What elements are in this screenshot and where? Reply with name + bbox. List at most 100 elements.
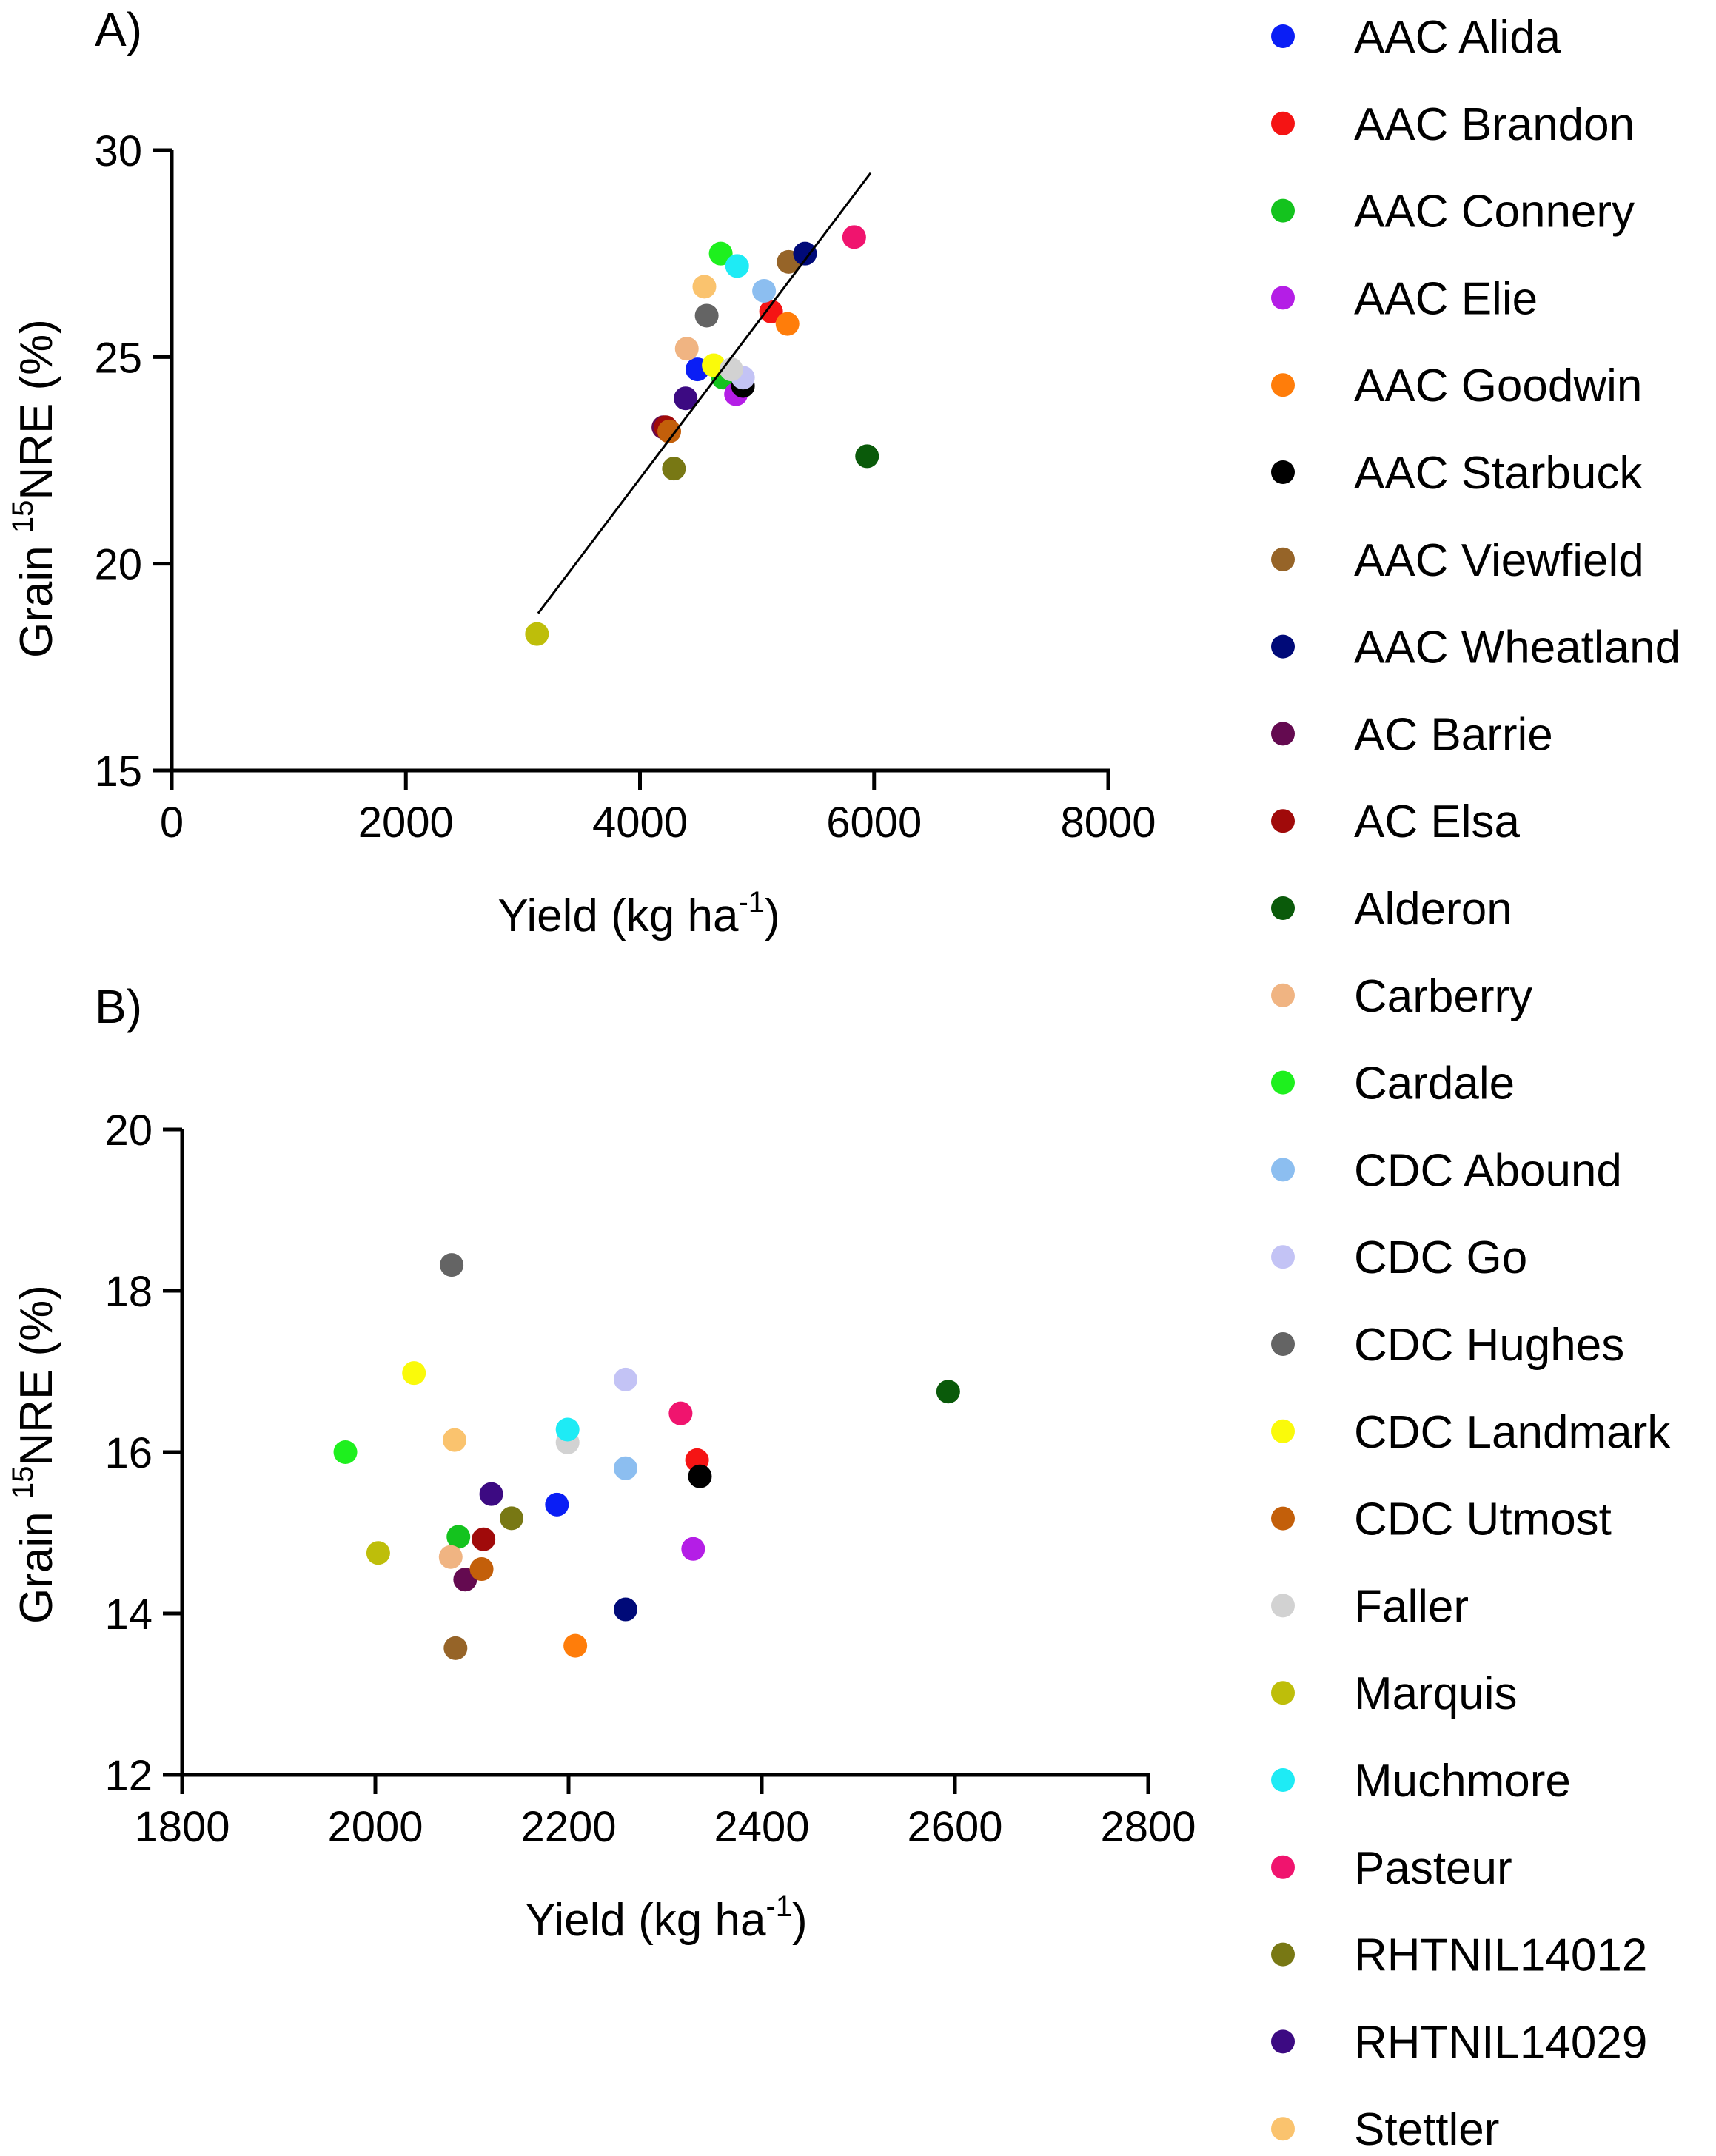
legend-item-ac-barrie: AC Barrie [1271, 709, 1553, 760]
panel-a-axes: 15 20 25 30 0 2000 4000 6000 8000 [94, 127, 1156, 847]
panel-b-y-axis-label: Grain 15NRE (%) [7, 1285, 62, 1624]
legend-marker [1271, 722, 1295, 746]
panel-a-x-tick-label: 4000 [592, 799, 688, 847]
legend-marker [1271, 896, 1295, 920]
panel-a-x-tick-label: 6000 [826, 799, 922, 847]
panel-b-x-tick-label: 2200 [520, 1803, 616, 1851]
legend-marker [1271, 1332, 1295, 1356]
legend-label: AAC Connery [1354, 187, 1635, 238]
panel-a-points [525, 225, 879, 646]
legend-marker [1271, 460, 1295, 484]
panel-a-point-cdc-abound [752, 278, 777, 303]
legend-item-cdc-landmark: CDC Landmark [1271, 1407, 1671, 1458]
panel-b-point-aac-starbuck [688, 1464, 712, 1488]
panel-a-x-tick-label: 0 [160, 799, 184, 847]
panel-b-points [333, 1253, 960, 1660]
legend-marker [1271, 634, 1295, 659]
panel-a-point-cdc-hughes [694, 303, 719, 328]
legend-marker [1271, 373, 1295, 397]
legend-label: RHTNIL14029 [1354, 2017, 1647, 2068]
legend-marker [1271, 24, 1295, 48]
legend-label: CDC Landmark [1354, 1407, 1671, 1458]
panel-a-point-rhtnil14012 [662, 457, 686, 481]
panel-b-point-cdc-abound [613, 1456, 637, 1480]
legend-marker [1271, 809, 1295, 833]
legend-marker [1271, 1768, 1295, 1792]
legend-item-carberry: Carberry [1271, 971, 1532, 1022]
legend-marker [1271, 1681, 1295, 1705]
panel-a-point-carberry [674, 337, 699, 361]
panel-a-x-tick-label: 8000 [1060, 799, 1156, 847]
legend-label: AAC Elie [1354, 273, 1538, 324]
legend-item-faller: Faller [1271, 1581, 1469, 1632]
legend-label: CDC Go [1354, 1232, 1527, 1283]
panel-a-point-aac-wheatland [793, 241, 817, 266]
legend-label: AAC Wheatland [1354, 622, 1680, 674]
panel-a-point-stettler [692, 275, 717, 299]
legend-item-marquis: Marquis [1271, 1668, 1518, 1719]
panel-a-point-marquis [525, 622, 549, 646]
panel-a-point-muchmore [725, 254, 749, 278]
legend-item-alderon: Alderon [1271, 884, 1512, 935]
panel-b-y-tick-label: 14 [104, 1591, 153, 1639]
panel-b-x-tick-label: 2400 [714, 1803, 809, 1851]
legend-marker [1271, 1419, 1295, 1443]
panel-a-point-aac-goodwin [775, 312, 800, 336]
legend-item-aac-viewfield: AAC Viewfield [1271, 535, 1644, 586]
panel-a-y-tick-label: 20 [94, 541, 142, 589]
legend-label: CDC Abound [1354, 1145, 1622, 1196]
legend-marker [1271, 1942, 1295, 1967]
legend-marker [1271, 2117, 1295, 2141]
panel-b-point-ac-elsa [472, 1527, 496, 1551]
panel-b-point-cdc-hughes [440, 1253, 464, 1277]
legend-item-pasteur: Pasteur [1271, 1843, 1512, 1894]
panel-b-point-cdc-landmark [402, 1361, 426, 1386]
legend-item-cdc-go: CDC Go [1271, 1232, 1527, 1283]
legend-label: AC Elsa [1354, 796, 1520, 847]
legend-label: AAC Starbuck [1354, 448, 1643, 499]
legend-label: AC Barrie [1354, 709, 1553, 760]
panel-b: B) 12 14 16 18 20 1800 2000 2200 2400 2600 2800 Yi… [7, 980, 1196, 1946]
panel-a-y-tick-label: 15 [94, 748, 142, 796]
legend-label: AAC Alida [1354, 12, 1561, 63]
legend-marker [1271, 286, 1295, 310]
legend-item-cdc-abound: CDC Abound [1271, 1145, 1622, 1196]
panel-b-point-aac-alida [545, 1492, 569, 1517]
panel-b-point-rhtnil14012 [500, 1506, 524, 1531]
legend-label: Faller [1354, 1581, 1469, 1632]
panel-b-point-muchmore [555, 1417, 580, 1442]
panel-a-label: A) [95, 3, 142, 56]
panel-b-x-tick-label: 2800 [1100, 1803, 1196, 1851]
panel-b-point-aac-connery [446, 1525, 471, 1549]
panel-a-point-cardale [708, 241, 733, 266]
legend-marker [1271, 983, 1295, 1007]
panel-a-point-alderon [855, 444, 879, 469]
legend-marker [1271, 111, 1295, 135]
legend-marker [1271, 1506, 1295, 1531]
legend-label: AAC Brandon [1354, 99, 1635, 150]
legend-item-aac-alida: AAC Alida [1271, 12, 1561, 63]
legend-marker [1271, 1158, 1295, 1182]
panel-b-y-tick-label: 18 [104, 1268, 153, 1316]
legend-item-rhtnil14012: RHTNIL14012 [1271, 1930, 1647, 1981]
legend-marker [1271, 1070, 1295, 1095]
panel-b-x-tick-label: 1800 [134, 1803, 229, 1851]
legend-label: CDC Hughes [1354, 1320, 1624, 1371]
panel-b-point-aac-viewfield [443, 1636, 468, 1660]
legend-item-aac-elie: AAC Elie [1271, 273, 1538, 324]
legend-item-rhtnil14029: RHTNIL14029 [1271, 2017, 1647, 2068]
legend-label: AAC Goodwin [1354, 360, 1642, 412]
legend-item-stettler: Stettler [1271, 2104, 1499, 2155]
panel-a-y-axis-label: Grain 15NRE (%) [7, 319, 62, 658]
panel-b-point-cardale [333, 1440, 358, 1464]
panel-b-point-pasteur [668, 1401, 693, 1425]
panel-a-point-pasteur [842, 225, 866, 249]
panel-b-point-aac-goodwin [563, 1633, 588, 1658]
legend-item-cdc-utmost: CDC Utmost [1271, 1494, 1612, 1545]
legend-label: Carberry [1354, 971, 1532, 1022]
legend-marker [1271, 198, 1295, 223]
panel-a-point-aac-brandon [759, 299, 783, 323]
panel-a-point-faller [719, 357, 743, 382]
legend-marker [1271, 2029, 1295, 2054]
